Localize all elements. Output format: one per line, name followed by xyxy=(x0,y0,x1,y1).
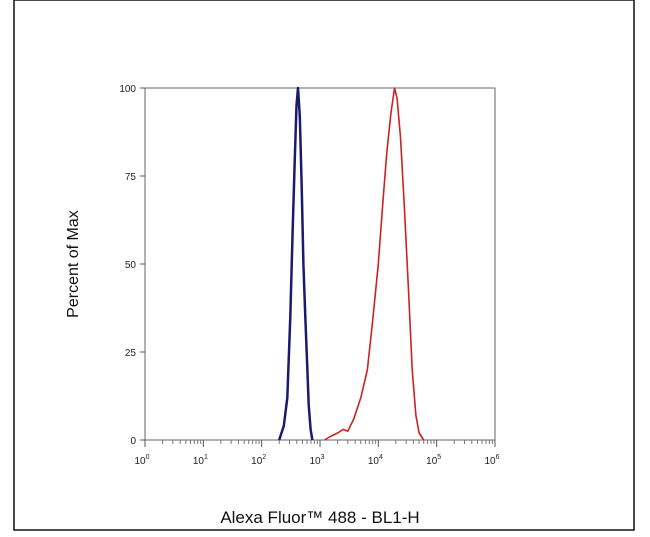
series-line-1 xyxy=(278,86,314,441)
x-tick-exponent: 4 xyxy=(379,454,383,461)
y-tick-label: 100 xyxy=(119,84,136,95)
x-tick-exponent: 0 xyxy=(146,454,150,461)
x-tick-label: 100 xyxy=(134,454,149,467)
x-tick-label: 102 xyxy=(251,454,266,467)
x-tick-base: 10 xyxy=(134,456,146,467)
x-tick-base: 10 xyxy=(484,456,496,467)
x-tick-exponent: 6 xyxy=(496,454,500,461)
x-axis: 100 101 102 103 104 105 106 xyxy=(134,440,500,467)
x-tick-base: 10 xyxy=(368,456,380,467)
x-tick-base: 10 xyxy=(426,456,438,467)
series-group xyxy=(278,86,425,441)
x-tick-exponent: 1 xyxy=(204,454,208,461)
x-tick-label: 101 xyxy=(193,454,208,467)
x-tick-base: 10 xyxy=(251,456,263,467)
x-tick-label: 104 xyxy=(368,454,383,467)
x-tick-label: 105 xyxy=(426,454,441,467)
y-tick-label: 25 xyxy=(125,348,137,359)
x-tick-exponent: 3 xyxy=(321,454,325,461)
series-line-2 xyxy=(324,87,425,441)
figure-border xyxy=(13,0,635,531)
x-tick-base: 10 xyxy=(193,456,205,467)
y-axis: 0 25 50 75 100 xyxy=(119,84,145,447)
x-tick-label: 103 xyxy=(309,454,324,467)
y-tick-label: 50 xyxy=(125,260,137,271)
y-tick-label: 0 xyxy=(130,436,136,447)
x-tick-exponent: 2 xyxy=(262,454,266,461)
x-axis-label: Alexa Fluor™ 488 - BL1-H xyxy=(220,508,419,527)
x-tick-exponent: 5 xyxy=(437,454,441,461)
x-tick-label: 106 xyxy=(484,454,499,467)
y-tick-label: 75 xyxy=(125,172,137,183)
x-tick-base: 10 xyxy=(309,456,321,467)
y-axis-label: Percent of Max xyxy=(65,210,82,318)
